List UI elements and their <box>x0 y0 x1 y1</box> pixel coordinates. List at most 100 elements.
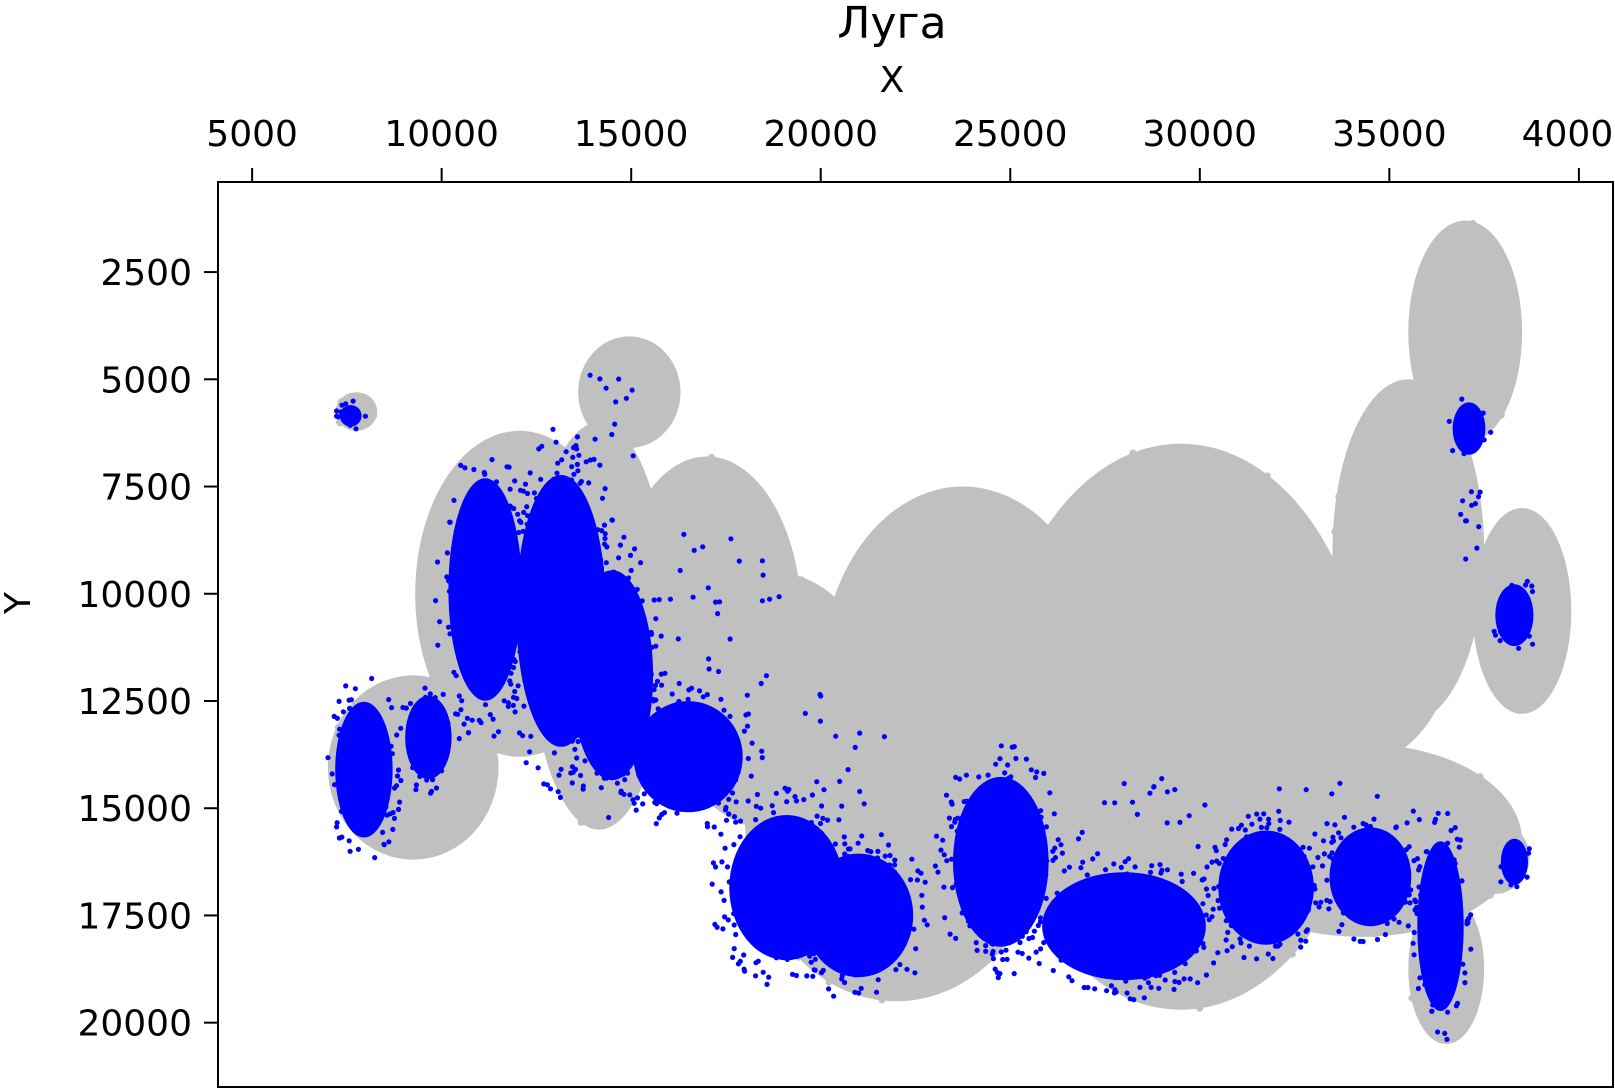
blue-point <box>510 702 516 709</box>
blue-point <box>1217 905 1223 911</box>
blue-point <box>1454 877 1460 883</box>
background-point <box>1481 788 1489 796</box>
blue-point <box>883 885 889 891</box>
background-point <box>764 551 772 559</box>
blue-point <box>555 662 561 668</box>
blue-point <box>1008 774 1014 780</box>
background-point <box>745 582 753 590</box>
background-point <box>1250 473 1258 481</box>
blue-point <box>854 875 860 881</box>
background-point <box>1183 605 1191 613</box>
blue-point <box>1066 864 1072 870</box>
background-point <box>1107 563 1115 571</box>
background-point <box>1192 856 1200 864</box>
blue-sparse-point <box>1177 819 1183 825</box>
blue-point <box>1371 894 1377 900</box>
blue-point <box>733 777 739 783</box>
blue-point <box>521 656 527 663</box>
background-point <box>960 597 968 605</box>
blue-point <box>347 422 353 428</box>
blue-sparse-point <box>705 585 711 591</box>
blue-point <box>745 798 751 804</box>
blue-point <box>616 603 622 609</box>
blue-point <box>648 772 654 779</box>
blue-point <box>715 725 721 731</box>
blue-point <box>516 529 522 536</box>
blue-point <box>569 538 575 544</box>
blue-point <box>1298 937 1304 943</box>
background-point <box>1351 577 1359 585</box>
blue-point <box>776 931 782 937</box>
blue-point <box>538 476 544 482</box>
blue-point <box>1402 899 1408 905</box>
blue-point <box>511 580 517 586</box>
blue-point <box>491 631 497 637</box>
blue-point <box>506 464 512 470</box>
blue-point <box>484 555 490 561</box>
blue-point <box>704 692 710 698</box>
background-point <box>1469 220 1477 227</box>
blue-point <box>525 513 531 519</box>
blue-point <box>606 626 612 632</box>
background-point <box>1215 536 1223 544</box>
blue-point <box>833 871 839 877</box>
background-point <box>1120 514 1128 522</box>
blue-point <box>653 643 659 649</box>
blue-point <box>953 881 959 887</box>
blue-point <box>398 777 404 784</box>
blue-point <box>1037 888 1044 894</box>
blue-point <box>546 580 552 586</box>
blue-point <box>413 787 419 793</box>
blue-point <box>557 794 564 801</box>
background-point <box>961 566 969 574</box>
blue-point <box>933 833 940 839</box>
background-point <box>792 693 800 700</box>
blue-point <box>1043 914 1049 920</box>
background-point <box>1535 580 1543 588</box>
background-point <box>470 744 478 752</box>
blue-point <box>512 688 518 695</box>
blue-point <box>842 851 848 857</box>
blue-point <box>388 743 394 749</box>
background-point <box>1378 695 1385 703</box>
background-point <box>902 635 910 642</box>
background-point <box>1487 886 1495 894</box>
blue-point <box>1102 867 1109 873</box>
blue-point <box>704 820 710 827</box>
blue-point <box>371 745 377 751</box>
blue-point <box>1159 887 1165 893</box>
background-point <box>435 689 443 697</box>
blue-point <box>507 637 513 643</box>
background-point <box>1165 838 1173 846</box>
background-point <box>396 822 404 830</box>
blue-point <box>541 545 547 551</box>
background-point <box>1081 761 1089 769</box>
background-point <box>844 618 852 626</box>
blue-point <box>524 601 530 607</box>
blue-point <box>1459 878 1465 884</box>
blue-point <box>696 790 703 796</box>
background-point <box>656 565 663 573</box>
blue-point <box>902 912 909 918</box>
blue-sparse-point <box>817 820 824 827</box>
blue-point <box>1270 955 1276 962</box>
blue-point <box>1497 638 1503 644</box>
blue-point <box>544 782 551 788</box>
blue-point <box>1444 1036 1450 1042</box>
blue-point <box>562 700 568 707</box>
background-point <box>620 495 628 503</box>
blue-point <box>640 681 646 687</box>
background-point <box>817 662 825 670</box>
blue-point <box>347 705 353 712</box>
background-point <box>1230 460 1238 467</box>
blue-point <box>567 684 573 690</box>
blue-point <box>1384 920 1390 927</box>
blue-point <box>596 715 602 721</box>
blue-sparse-point <box>833 733 839 739</box>
blue-point <box>592 623 598 630</box>
blue-point <box>769 803 775 809</box>
blue-point <box>711 824 717 830</box>
blue-point <box>974 908 980 914</box>
blue-point <box>804 973 810 979</box>
blue-point <box>481 600 487 606</box>
